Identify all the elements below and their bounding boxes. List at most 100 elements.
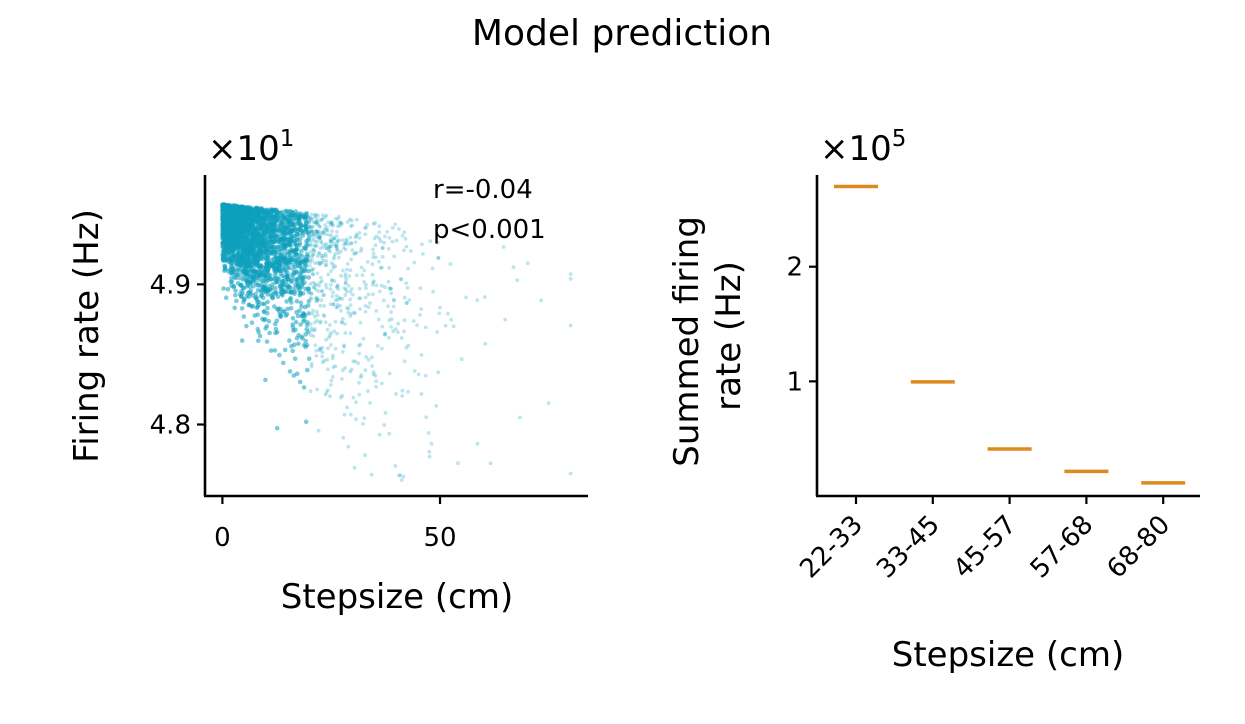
scatter-point (266, 273, 272, 278)
scatter-point (223, 248, 228, 254)
scatter-point (269, 243, 274, 249)
scatter-point (300, 291, 306, 296)
scatter-point (293, 319, 299, 325)
scatter-point (272, 304, 277, 309)
scatter-point (293, 209, 299, 214)
scatter-y-multiplier: ×101 (208, 126, 294, 169)
scatter-point (419, 307, 424, 311)
scatter-point (406, 389, 410, 394)
scatter-point (380, 346, 384, 351)
scatter-point (362, 268, 367, 273)
scatter-point (291, 373, 297, 378)
scatter-point (283, 313, 289, 318)
scatter-point (346, 310, 351, 315)
scatter-point (280, 265, 286, 270)
scatter-point (380, 246, 385, 251)
scatter-point (241, 224, 247, 230)
scatter-point (270, 223, 276, 229)
scatter-point (318, 218, 323, 223)
scatter-point (308, 296, 313, 300)
scatter-point (443, 323, 448, 328)
scatter-point (318, 246, 323, 251)
scatter-point (315, 387, 319, 392)
scatter-point (383, 332, 387, 337)
scatter-point (332, 254, 337, 259)
scatter-point (264, 339, 270, 344)
scatter-point (295, 228, 301, 234)
scatter-point (236, 232, 241, 238)
scatter-point (333, 319, 338, 324)
scatter-point (348, 297, 353, 302)
scatter-point (290, 267, 296, 272)
scatter-point (301, 319, 306, 324)
scatter-point (330, 278, 334, 282)
scatter-point (325, 327, 330, 332)
scatter-point (320, 350, 325, 355)
scatter-point (329, 221, 333, 225)
scatter-point (338, 297, 343, 301)
scatter-point (402, 329, 406, 334)
scatter-point (318, 224, 322, 229)
scatter-point (396, 321, 400, 326)
scatter-point (253, 252, 258, 258)
scatter-point (298, 322, 303, 327)
scatter-point (334, 243, 339, 248)
scatter-point (323, 223, 327, 227)
scatter-point (257, 333, 263, 339)
scatter-point (243, 206, 249, 212)
scatter-point (344, 289, 349, 294)
scatter-point (255, 338, 261, 344)
scatter-point (348, 331, 353, 336)
scatter-point (330, 229, 334, 234)
scatter-point (249, 212, 254, 217)
scatter-point (483, 342, 488, 346)
scatter-point (331, 290, 335, 295)
scatter-point (297, 379, 303, 385)
scatter-point (475, 441, 480, 446)
scatter-point (358, 296, 363, 301)
scatter-point (314, 229, 318, 233)
scatter-point (279, 221, 284, 227)
scatter-point (291, 249, 297, 254)
scatter-point (309, 268, 314, 273)
scatter-point (399, 336, 404, 340)
scatter-point (402, 295, 407, 300)
scatter-point (402, 248, 406, 253)
scatter-point (313, 320, 317, 325)
scatter-point (369, 472, 374, 477)
scatter-point (511, 265, 516, 270)
scatter-point (328, 239, 333, 244)
scatter-point (318, 235, 322, 240)
scatter-point (248, 274, 254, 279)
scatter-point (236, 215, 242, 220)
scatter-point (249, 207, 254, 213)
scatter-point (327, 245, 332, 250)
scatter-point (366, 305, 371, 310)
scatter-point (501, 245, 506, 249)
scatter-point (383, 285, 387, 290)
figure-title: Model prediction (472, 13, 772, 54)
scatter-point (352, 251, 357, 256)
scatter-x-tick-label: 0 (214, 523, 231, 553)
scatter-point (264, 324, 270, 329)
scatter-point (262, 273, 268, 278)
scatter-point (303, 224, 308, 229)
scatter-point (394, 392, 398, 396)
scatter-point (348, 235, 353, 240)
scatter-point (373, 373, 378, 378)
scatter-point (404, 244, 409, 249)
scatter-point (382, 332, 387, 337)
scatter-point (354, 250, 359, 255)
scatter-point (263, 250, 269, 256)
scatter-point (254, 210, 260, 216)
scatter-point (299, 248, 304, 254)
scatter-y-label: Firing rate (Hz) (67, 209, 107, 463)
scatter-point (331, 256, 336, 261)
scatter-point (328, 333, 332, 338)
scatter-point (429, 441, 434, 446)
scatter-point (273, 285, 278, 291)
scatter-point (315, 298, 320, 303)
scatter-point (391, 297, 396, 302)
scatter-point (340, 222, 344, 227)
scatter-point (324, 254, 328, 259)
